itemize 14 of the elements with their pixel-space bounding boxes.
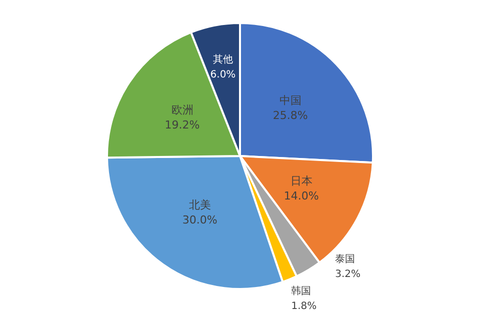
data-label: 3.2%	[335, 269, 360, 280]
slice-label: 泰国	[335, 254, 356, 265]
data-label: 6.0%	[210, 70, 236, 81]
slice-label: 韩国	[291, 285, 312, 297]
data-label: 14.0%	[284, 190, 319, 203]
data-label: 30.0%	[182, 214, 218, 227]
slice-label: 日本	[290, 174, 312, 188]
slice-label: 中国	[279, 94, 302, 108]
data-label: 1.8%	[291, 301, 317, 312]
data-label: 25.8%	[272, 109, 308, 122]
data-label: 19.2%	[164, 118, 200, 132]
slice-label: 欧洲	[171, 103, 194, 116]
slice-label: 北美	[188, 198, 211, 212]
slice-label: 其他	[212, 54, 233, 66]
